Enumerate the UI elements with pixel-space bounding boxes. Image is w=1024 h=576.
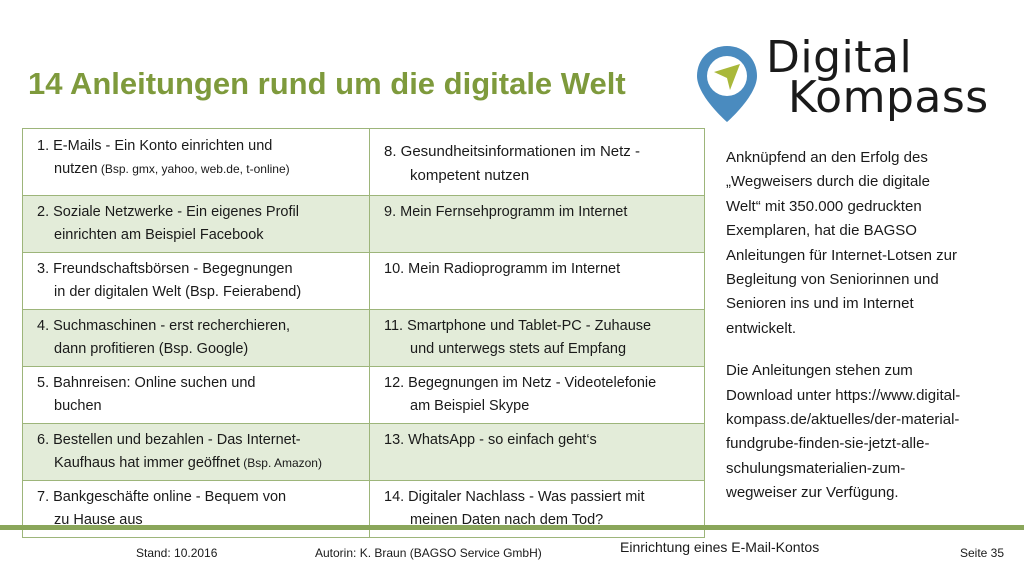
guide-title-line: 12. Begegnungen im Netz - Videotelefonie	[384, 375, 657, 391]
guide-cell: 6. Bestellen und bezahlen - Das Internet…	[22, 423, 370, 481]
guide-subtitle-text: nutzen	[54, 161, 98, 177]
guide-subtitle-line: nutzen (Bsp. gmx, yahoo, web.de, t-onlin…	[37, 158, 363, 181]
guide-subtitle-line: meinen Daten nach dem Tod?	[384, 509, 698, 532]
table-row: 1. E-Mails - Ein Konto einrichten und nut…	[22, 128, 705, 196]
guide-title-line: 9. Mein Fernsehprogramm im Internet	[384, 204, 628, 220]
guides-table: 1. E-Mails - Ein Konto einrichten und nut…	[22, 128, 705, 538]
description-paragraph-1: Anknüpfend an den Erfolg des „Wegweisers …	[726, 146, 1012, 341]
guide-subtitle-line: und unterwegs stets auf Empfang	[384, 338, 698, 361]
table-row: 6. Bestellen und bezahlen - Das Internet…	[22, 423, 705, 481]
guide-title-line: 14. Digitaler Nachlass - Was passiert mi…	[384, 489, 645, 505]
guide-subtitle-text: kompetent nutzen	[410, 167, 530, 184]
guide-subtitle-text: dann profitieren (Bsp. Google)	[54, 341, 249, 357]
description-text: Anknüpfend an den Erfolg des „Wegweisers …	[726, 146, 1012, 524]
table-row: 7. Bankgeschäfte online - Bequem von zu H…	[22, 480, 705, 538]
guide-cell: 13. WhatsApp - so einfach geht‘s	[369, 423, 705, 481]
guide-cell: 3. Freundschaftsbörsen - Begegnungen in d…	[22, 252, 370, 310]
description-line: Download unter https://www.digital-	[726, 386, 961, 404]
guide-title-line: 11. Smartphone und Tablet-PC - Zuhause	[384, 318, 652, 334]
guide-subtitle-line: einrichten am Beispiel Facebook	[37, 224, 363, 247]
footer-author: Autorin: K. Braun (BAGSO Service GmbH)	[315, 546, 542, 560]
description-line: Anleitungen für Internet-Lotsen zur	[726, 246, 957, 264]
guide-subtitle-line: dann profitieren (Bsp. Google)	[37, 338, 363, 361]
guide-subtitle-text: zu Hause aus	[54, 512, 143, 528]
guide-subtitle-line: buchen	[37, 395, 363, 418]
guide-subtitle-line: in der digitalen Welt (Bsp. Feierabend)	[37, 281, 363, 304]
description-line: „Wegweisers durch die digitale	[726, 173, 930, 191]
logo-word-kompass: Kompass	[788, 72, 989, 123]
description-line: wegweiser zur Verfügung.	[726, 484, 899, 502]
guide-example-note: (Bsp. gmx, yahoo, web.de, t-online)	[97, 162, 290, 176]
guide-title-line: 2. Soziale Netzwerke - Ein eigenes Profi…	[37, 204, 299, 220]
guide-title-line: 5. Bahnreisen: Online suchen und	[37, 375, 256, 391]
guide-title-line: 13. WhatsApp - so einfach geht‘s	[384, 432, 597, 448]
footer-topic: Einrichtung eines E-Mail-Kontos	[620, 539, 820, 555]
guide-subtitle-text: am Beispiel Skype	[410, 398, 530, 414]
guide-cell: 2. Soziale Netzwerke - Ein eigenes Profi…	[22, 195, 370, 253]
description-line: Die Anleitungen stehen zum	[726, 362, 913, 380]
page-title: 14 Anleitungen rund um die digitale Welt	[28, 66, 626, 101]
guide-subtitle-line: am Beispiel Skype	[384, 395, 698, 418]
description-line: fundgrube-finden-sie-jetzt-alle-	[726, 435, 930, 453]
description-line: Exemplaren, hat die BAGSO	[726, 222, 917, 240]
guide-subtitle-text: buchen	[54, 398, 102, 414]
guide-cell: 4. Suchmaschinen - erst recherchieren, da…	[22, 309, 370, 367]
guide-cell: 12. Begegnungen im Netz - Videotelefonie…	[369, 366, 705, 424]
guide-title-line: 8. Gesundheitsinformationen im Netz -	[384, 143, 640, 160]
guide-subtitle-text: meinen Daten nach dem Tod?	[410, 512, 604, 528]
location-pin-icon	[697, 46, 757, 122]
description-line: Senioren ins und im Internet	[726, 295, 914, 313]
description-line: Anknüpfend an den Erfolg des	[726, 149, 928, 166]
guide-example-note: (Bsp. Amazon)	[239, 456, 322, 470]
guide-cell: 10. Mein Radioprogramm im Internet	[369, 252, 705, 310]
description-line: kompass.de/aktuelles/der-material-	[726, 411, 960, 429]
guide-cell: 1. E-Mails - Ein Konto einrichten und nut…	[22, 128, 370, 196]
description-line: schulungsmaterialien-zum-	[726, 459, 906, 477]
guide-subtitle-line: kompetent nutzen	[384, 164, 698, 188]
logo-word-digital: Digital	[766, 32, 913, 83]
table-row: 5. Bahnreisen: Online suchen und buchen 12…	[22, 366, 705, 424]
guide-subtitle-line: zu Hause aus	[37, 509, 363, 532]
guide-title-line: 3. Freundschaftsbörsen - Begegnungen	[37, 261, 293, 277]
guide-title-line: 10. Mein Radioprogramm im Internet	[384, 261, 621, 277]
description-line: entwickelt.	[726, 319, 797, 337]
description-paragraph-2: Die Anleitungen stehen zum Download unter…	[726, 359, 1012, 505]
table-row: 4. Suchmaschinen - erst recherchieren, da…	[22, 309, 705, 367]
guide-title-line: 7. Bankgeschäfte online - Bequem von	[37, 489, 287, 505]
description-line: Begleitung von Seniorinnen und	[726, 271, 939, 289]
guide-subtitle-text: und unterwegs stets auf Empfang	[410, 341, 627, 357]
footer-divider	[0, 525, 1024, 530]
guide-cell: 5. Bahnreisen: Online suchen und buchen	[22, 366, 370, 424]
footer-page-number: Seite 35	[960, 546, 1005, 560]
table-row: 2. Soziale Netzwerke - Ein eigenes Profi…	[22, 195, 705, 253]
guide-title-line: 6. Bestellen und bezahlen - Das Internet…	[37, 432, 301, 448]
guide-subtitle-text: Kaufhaus hat immer geöffnet	[54, 455, 240, 471]
guide-subtitle-text: in der digitalen Welt (Bsp. Feierabend)	[54, 284, 302, 300]
guide-subtitle-line: Kaufhaus hat immer geöffnet (Bsp. Amazon…	[37, 452, 363, 475]
guide-cell: 8. Gesundheitsinformationen im Netz - kom…	[369, 128, 705, 196]
guide-cell: 9. Mein Fernsehprogramm im Internet	[369, 195, 705, 253]
footer-date: Stand: 10.2016	[136, 546, 218, 560]
guide-title-line: 1. E-Mails - Ein Konto einrichten und	[37, 138, 273, 154]
guide-title-line: 4. Suchmaschinen - erst recherchieren,	[37, 318, 291, 334]
description-line: Welt“ mit 350.000 gedruckten	[726, 197, 922, 215]
guide-cell: 11. Smartphone und Tablet-PC - Zuhause un…	[369, 309, 705, 367]
table-row: 3. Freundschaftsbörsen - Begegnungen in d…	[22, 252, 705, 310]
guide-subtitle-text: einrichten am Beispiel Facebook	[54, 227, 264, 243]
digital-kompass-logo: Digital Kompass	[692, 30, 992, 130]
